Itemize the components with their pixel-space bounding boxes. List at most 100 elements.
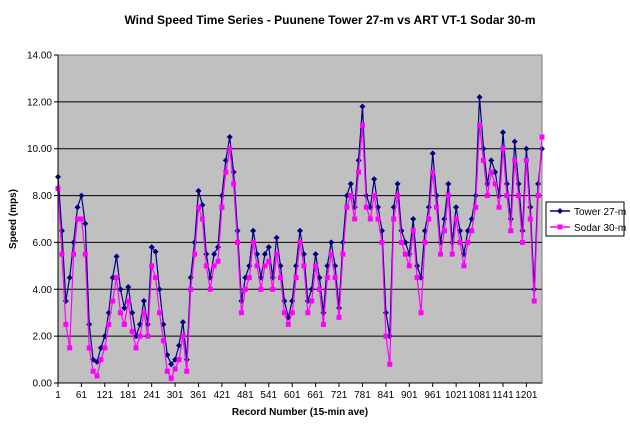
x-tick-label: 901: [401, 390, 418, 401]
data-point: [242, 286, 248, 292]
data-point: [172, 366, 178, 372]
data-point: [317, 286, 323, 292]
data-point: [484, 193, 490, 199]
data-point: [270, 286, 276, 292]
data-point: [179, 319, 186, 326]
x-tick-label: 781: [354, 390, 371, 401]
data-point: [344, 204, 350, 210]
data-point: [457, 239, 463, 245]
data-point: [94, 373, 100, 379]
data-point: [504, 193, 510, 199]
legend-marker-sodar: [557, 224, 563, 230]
data-point: [352, 216, 358, 222]
data-point: [418, 310, 424, 316]
data-point: [219, 204, 225, 210]
data-point: [140, 298, 147, 304]
data-point: [512, 157, 518, 163]
data-point: [395, 193, 401, 199]
data-point: [137, 333, 143, 339]
data-point: [371, 193, 377, 199]
data-point: [469, 228, 475, 234]
data-point: [410, 216, 417, 222]
data-point: [211, 251, 218, 258]
data-point: [82, 251, 88, 257]
data-point: [422, 239, 428, 245]
legend: Tower 27-m Sodar 30-m: [545, 201, 626, 237]
data-point: [133, 345, 139, 351]
data-point: [274, 251, 280, 257]
x-tick-label: 301: [167, 390, 184, 401]
data-point: [531, 298, 537, 304]
data-point: [492, 181, 498, 187]
y-tick-label: 8.00: [33, 191, 53, 202]
data-point: [430, 169, 436, 175]
data-point: [324, 275, 330, 281]
data-point: [480, 157, 486, 163]
data-point: [254, 263, 260, 269]
x-axis: 1 61 121 181 241 301 361 421 481 541 601 661 721 781 8…: [55, 382, 542, 401]
data-point: [145, 333, 151, 339]
data-point: [180, 333, 186, 339]
data-point: [121, 305, 128, 312]
data-point: [223, 169, 229, 175]
data-point: [312, 251, 319, 258]
data-point: [367, 216, 373, 222]
x-tick-label: 721: [331, 390, 348, 401]
data-point: [199, 216, 205, 222]
series-layer: [55, 94, 545, 381]
data-point: [465, 239, 471, 245]
data-point: [539, 134, 545, 140]
data-point: [98, 357, 104, 363]
data-point: [66, 274, 73, 281]
y-tick-label: 2.00: [33, 332, 53, 343]
data-point: [75, 216, 81, 222]
legend-label-sodar: Sodar 30-m: [574, 223, 626, 234]
data-point: [438, 251, 444, 257]
data-point: [258, 286, 264, 292]
data-point: [394, 180, 401, 187]
data-point: [246, 275, 252, 281]
data-point: [67, 345, 73, 351]
data-point: [125, 283, 132, 290]
data-point: [519, 239, 525, 245]
x-axis-title: Record Number (15-min ave): [232, 407, 368, 418]
data-point: [168, 361, 175, 368]
data-point: [371, 176, 378, 183]
data-point: [125, 298, 131, 304]
data-point: [535, 193, 541, 199]
data-point: [86, 345, 92, 351]
data-point: [476, 94, 483, 101]
data-point: [527, 204, 534, 211]
data-point: [192, 251, 198, 257]
data-point: [149, 263, 155, 269]
data-point: [375, 216, 381, 222]
data-point: [499, 129, 506, 136]
x-tick-label: 241: [143, 390, 160, 401]
data-point: [453, 216, 459, 222]
data-point: [328, 251, 334, 257]
legend-label-tower: Tower 27-m: [574, 207, 626, 218]
data-point: [402, 251, 408, 257]
data-point: [277, 275, 283, 281]
data-point: [414, 275, 420, 281]
data-point: [340, 251, 346, 257]
x-tick-label: 1: [55, 390, 61, 401]
data-point: [59, 251, 65, 257]
data-point: [516, 193, 522, 199]
y-tick-label: 4.00: [33, 285, 53, 296]
data-point: [110, 298, 116, 304]
data-point: [188, 286, 194, 292]
y-tick-label: 14.00: [27, 51, 52, 62]
data-point: [297, 227, 303, 234]
data-point: [113, 253, 120, 260]
data-point: [227, 146, 233, 152]
data-point: [215, 258, 221, 264]
x-tick-label: 361: [190, 390, 207, 401]
data-point: [117, 310, 123, 316]
data-point: [78, 192, 85, 199]
data-point: [262, 263, 268, 269]
data-point: [293, 275, 299, 281]
data-point: [176, 357, 182, 363]
data-point: [211, 263, 217, 269]
